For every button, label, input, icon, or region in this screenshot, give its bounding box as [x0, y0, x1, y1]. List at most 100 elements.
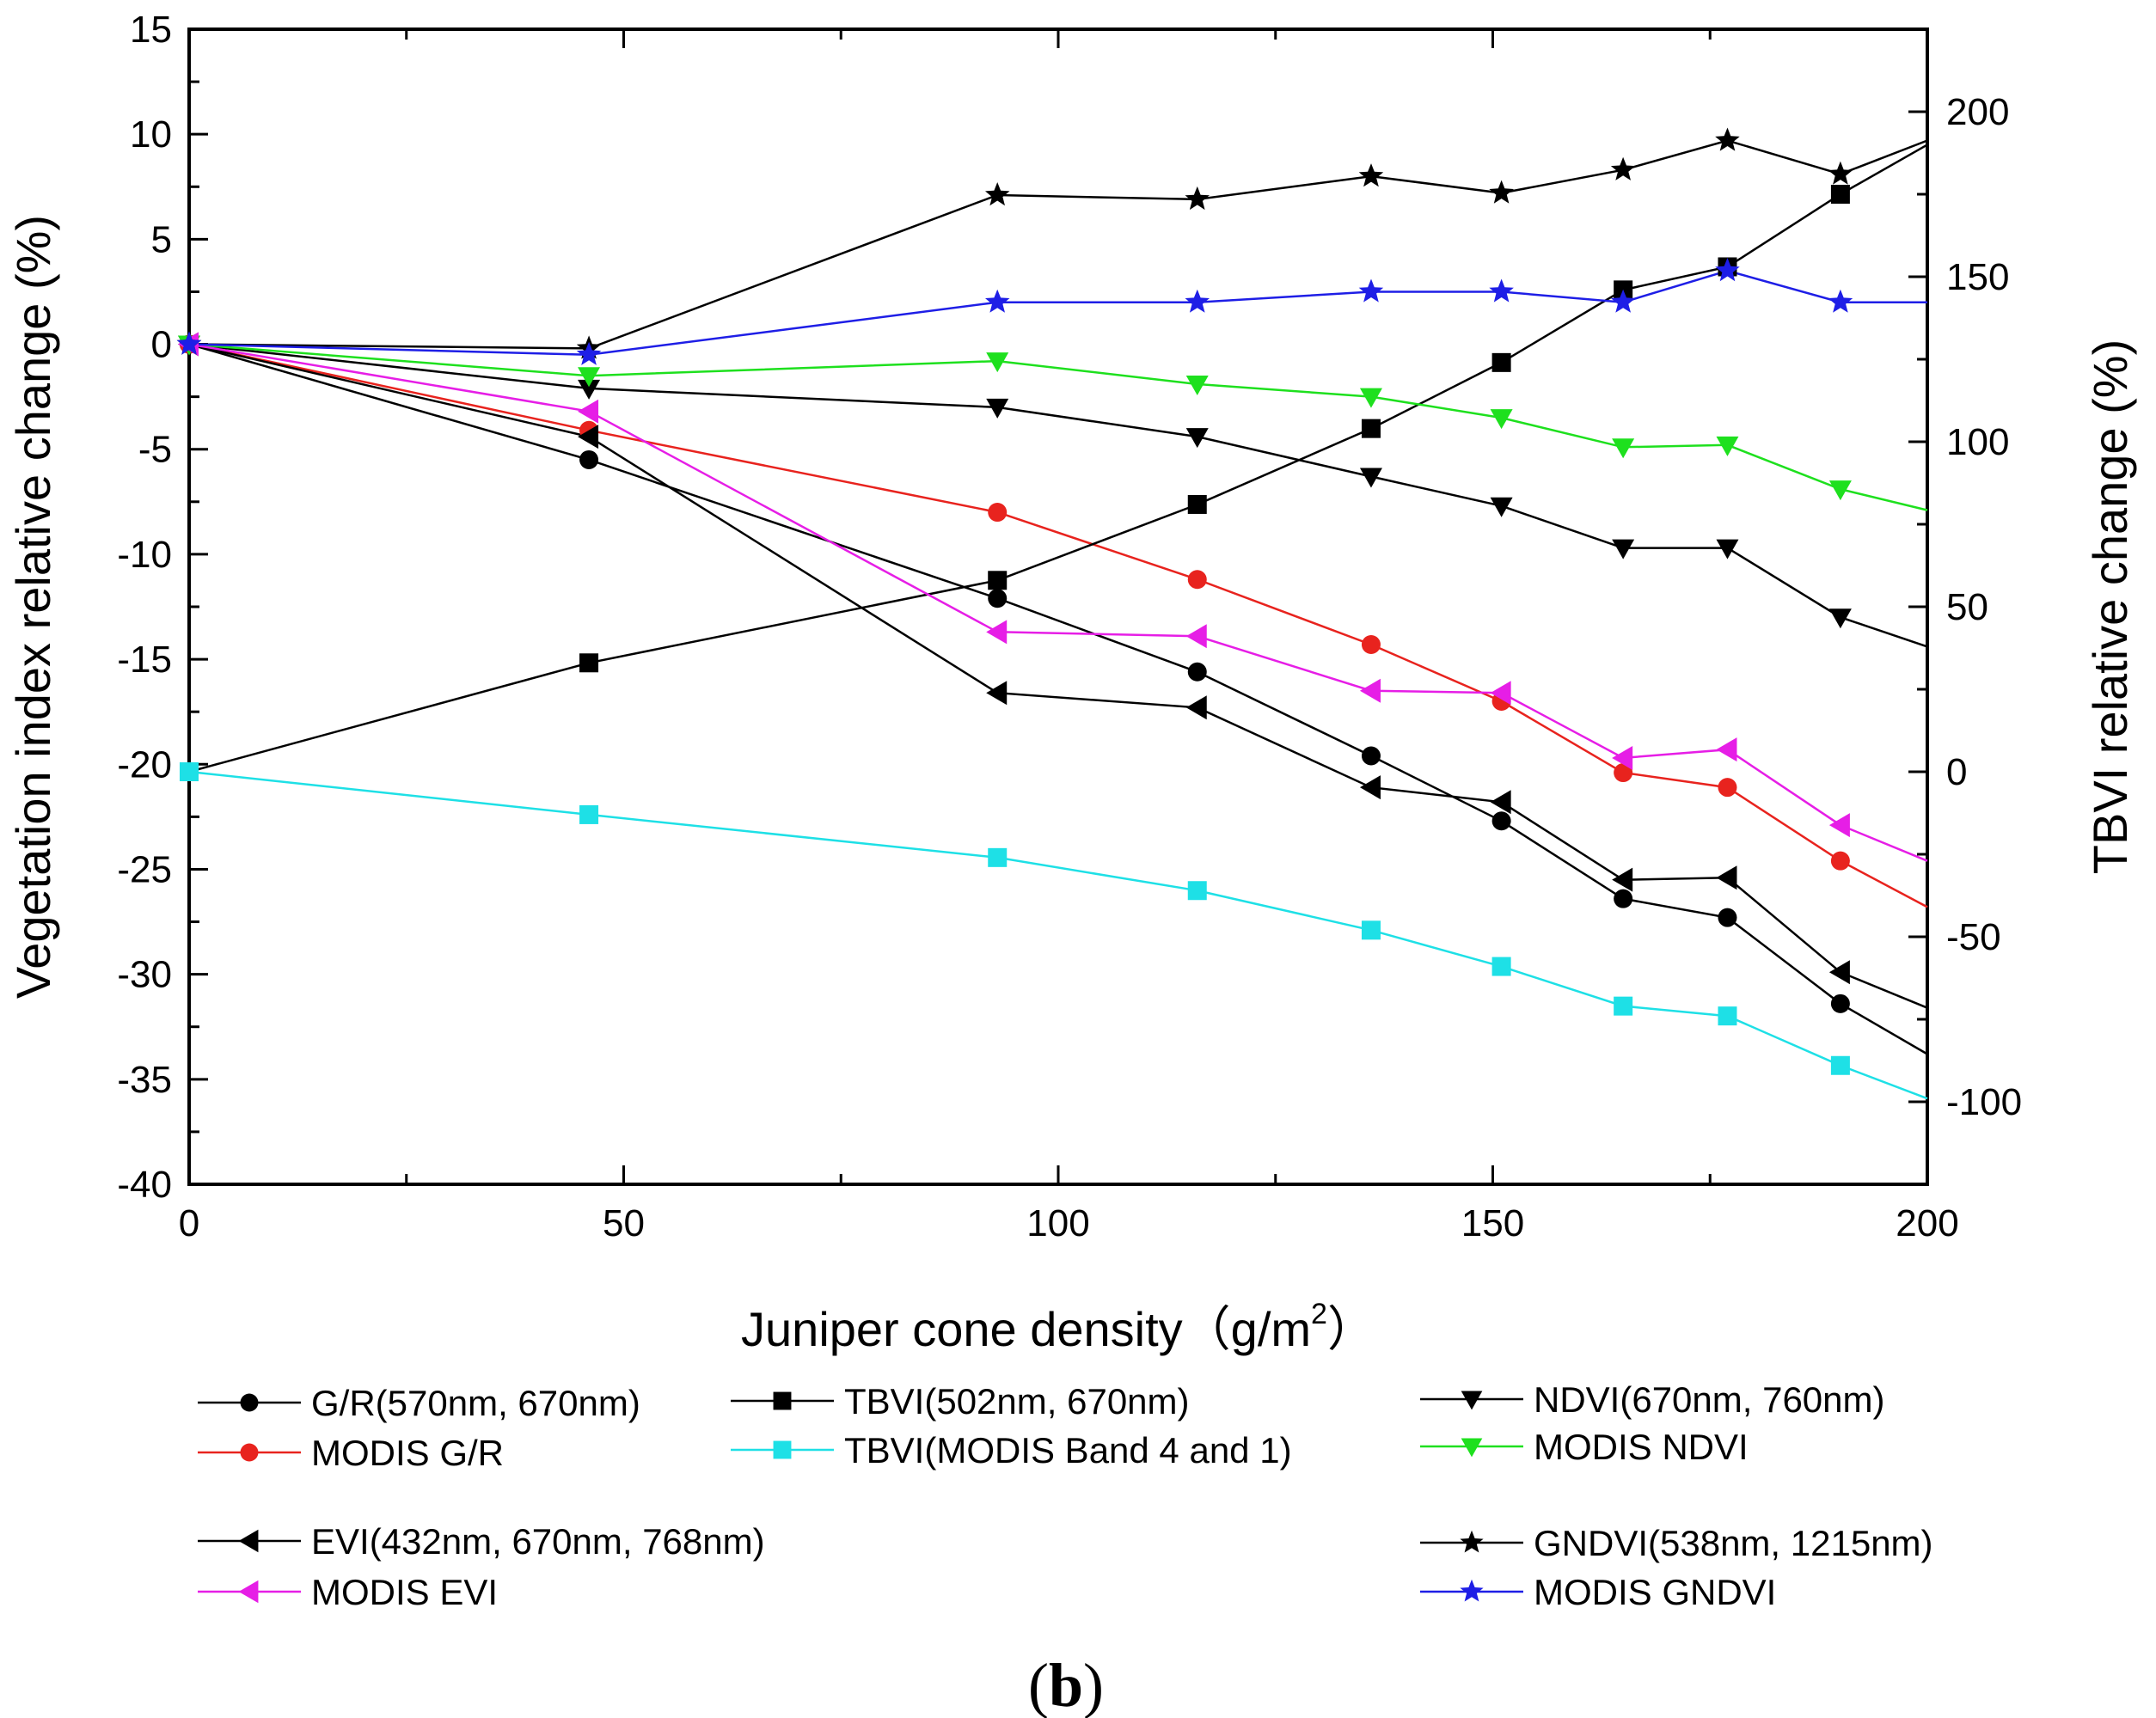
data-point — [579, 653, 599, 673]
data-point — [1828, 608, 1852, 629]
data-point — [988, 589, 1008, 608]
series-line-2 — [188, 144, 1928, 773]
data-point — [1830, 185, 1850, 204]
data-point — [1187, 881, 1207, 901]
data-point — [1185, 428, 1209, 449]
series-line-1 — [188, 343, 1928, 908]
data-point — [1359, 388, 1382, 408]
data-point — [1830, 851, 1850, 871]
data-point — [1491, 811, 1511, 831]
series-line-5 — [188, 343, 1928, 511]
data-point — [1610, 156, 1636, 180]
axis-tick-labels: 0 50 100 150 200151050-5-10-15-20-25-30-35-4… — [117, 9, 2022, 1244]
data-point — [1358, 278, 1384, 303]
data-point — [1614, 889, 1633, 908]
data-point — [1185, 375, 1209, 395]
data-point — [1361, 746, 1381, 766]
legend-label: MODIS G/R — [311, 1433, 504, 1473]
data-point — [988, 571, 1008, 590]
data-point — [1828, 813, 1850, 838]
y-left-tick-label: -30 — [117, 954, 172, 996]
x-tick-label: 0 — [179, 1202, 199, 1244]
legend-marker — [1460, 1579, 1484, 1602]
data-point — [986, 620, 1008, 645]
y-left-axis-title: Vegetation index relative change (%) — [6, 215, 60, 999]
y-left-tick-label: 0 — [151, 324, 172, 366]
data-point — [986, 352, 1009, 373]
panel-label-open: ( — [1028, 1651, 1049, 1718]
y-left-tick-label: 10 — [130, 113, 172, 156]
data-point — [1359, 678, 1381, 703]
series-line-4 — [188, 343, 1928, 648]
legend-marker — [1460, 1530, 1484, 1553]
data-point — [986, 398, 1009, 419]
data-point — [985, 182, 1010, 206]
data-point — [176, 331, 202, 355]
data-point — [1489, 180, 1514, 204]
data-point — [988, 503, 1008, 523]
y-right-tick-label: 150 — [1946, 256, 2009, 298]
legend-entry: MODIS G/R — [198, 1433, 504, 1473]
legend-marker — [773, 1440, 792, 1459]
data-point — [1612, 539, 1635, 559]
data-point — [1185, 624, 1207, 649]
data-point — [1187, 494, 1207, 514]
data-point — [576, 341, 602, 365]
legend-label: MODIS EVI — [311, 1572, 498, 1612]
y-left-tick-label: 15 — [130, 9, 172, 51]
data-point — [1830, 994, 1850, 1013]
series-line-7 — [188, 343, 1928, 862]
legend-entry: NDVI(670nm, 760nm) — [1420, 1379, 1885, 1420]
legend-label: TBVI(MODIS Band 4 and 1) — [844, 1430, 1292, 1470]
data-point — [1612, 438, 1635, 459]
data-point — [578, 367, 601, 388]
y-left-tick-label: 5 — [151, 218, 172, 260]
x-axis-title: Juniper cone density（g/m2） — [741, 1298, 1375, 1356]
legend-marker — [238, 1529, 259, 1553]
y-left-tick-label: -20 — [117, 743, 172, 786]
series-lines — [188, 139, 1928, 1100]
legend: G/R(570nm, 670nm) MODIS G/R TBVI(502nm, 67… — [198, 1379, 1933, 1612]
data-point — [1716, 865, 1737, 890]
legend-entry: MODIS EVI — [198, 1572, 498, 1612]
y-right-tick-label: 100 — [1946, 421, 2009, 463]
x-axis-title-main: Juniper cone density（g/m — [741, 1302, 1311, 1356]
y-left-tick-label: -15 — [117, 639, 172, 681]
y-left-tick-label: -10 — [117, 534, 172, 576]
data-point — [1715, 127, 1740, 151]
data-point — [1491, 957, 1511, 976]
data-point — [1716, 436, 1739, 456]
y-right-tick-label: -100 — [1946, 1081, 2022, 1123]
series-line-3 — [188, 770, 1928, 1100]
y-right-axis-title: TBVI relative change (%) — [2083, 339, 2137, 874]
data-point — [1490, 790, 1511, 815]
panel-label-letter: b — [1049, 1651, 1083, 1718]
data-point — [1614, 996, 1633, 1016]
data-point — [1361, 634, 1381, 654]
legend-marker — [240, 1393, 259, 1412]
data-point — [1359, 468, 1382, 488]
series-line-0 — [188, 343, 1928, 1055]
y-left-tick-label: -40 — [117, 1164, 172, 1206]
axis-ticks — [187, 28, 1929, 1186]
data-point — [1715, 258, 1740, 282]
data-point — [1828, 480, 1852, 501]
series-line-6 — [188, 343, 1928, 1009]
data-point — [578, 399, 599, 424]
data-point — [1490, 497, 1513, 517]
data-point — [578, 425, 599, 449]
data-point — [1828, 960, 1850, 985]
data-point — [1359, 775, 1381, 800]
data-point — [1716, 539, 1739, 559]
legend-marker — [1461, 1391, 1483, 1410]
data-point — [1361, 419, 1381, 438]
legend-label: G/R(570nm, 670nm) — [311, 1383, 640, 1423]
x-tick-label: 200 — [1896, 1202, 1958, 1244]
y-right-tick-label: 50 — [1946, 586, 1988, 628]
data-point — [579, 804, 599, 824]
data-point — [180, 762, 199, 781]
legend-marker — [1461, 1438, 1483, 1458]
legend-label: MODIS GNDVI — [1534, 1572, 1776, 1612]
data-point — [1612, 867, 1633, 892]
x-axis-title-superscript: 2 — [1311, 1298, 1327, 1330]
